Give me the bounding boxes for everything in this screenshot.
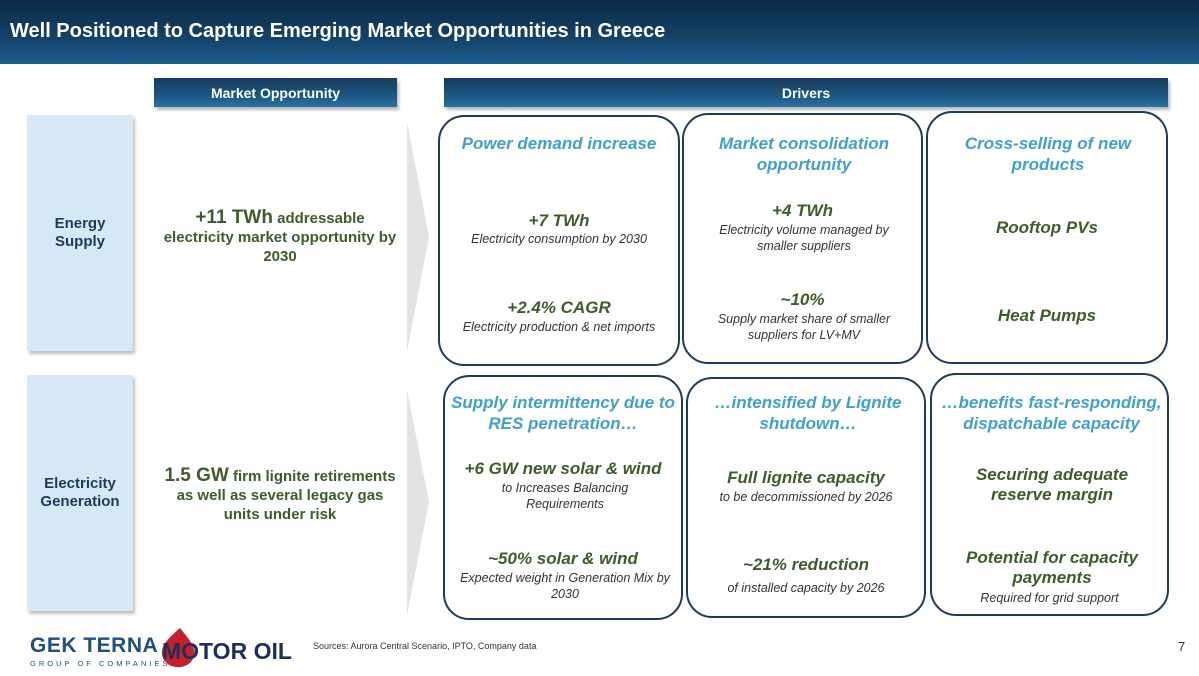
row-label-text: Electricity Generation xyxy=(40,475,120,510)
row-label-text: Energy Supply xyxy=(54,215,106,250)
gek-terna-logo-subtitle: GROUP OF COMPANIES xyxy=(30,659,171,668)
row-label-energy-supply: Energy Supply xyxy=(27,115,133,351)
driver-box-cross-selling: Cross-selling of new products Rooftop PV… xyxy=(926,111,1168,364)
driver-value: ~50% solar & wind xyxy=(488,549,638,568)
driver-value: +4 TWh xyxy=(772,201,833,220)
driver-desc: Required for grid support xyxy=(980,591,1119,605)
driver-value: +6 GW new solar & wind xyxy=(464,459,662,478)
driver-heading: Cross-selling of new products xyxy=(964,134,1132,174)
driver-desc: Electricity volume managed by smaller su… xyxy=(719,223,889,253)
driver-value: +7 TWh xyxy=(528,211,590,230)
page-title: Well Positioned to Capture Emerging Mark… xyxy=(10,20,666,42)
motor-oil-logo-text: MOTOR OIL xyxy=(162,638,292,664)
opportunity-text: addressable electricity market opportuni… xyxy=(163,210,397,265)
driver-box-market-consolidation: Market consolidation opportunity +4 TWh … xyxy=(682,113,923,364)
driver-desc: Supply market share of smaller suppliers… xyxy=(717,312,891,342)
driver-value: Rooftop PVs xyxy=(996,218,1098,237)
driver-value: Heat Pumps xyxy=(997,306,1097,325)
driver-desc: Electricity production & net imports xyxy=(462,320,656,334)
opportunity-text: firm lignite retirements as well as seve… xyxy=(176,468,396,523)
drivers-header: Drivers xyxy=(444,78,1168,107)
opportunity-electricity-generation: 1.5 GW firm lignite retirements as well … xyxy=(160,466,400,524)
motor-oil-logo: MOTOR OIL xyxy=(158,626,303,668)
driver-desc: Expected weight in Generation Mix by 203… xyxy=(460,571,670,601)
driver-box-dispatchable-capacity: …benefits fast-responding, dispatchable … xyxy=(930,373,1169,616)
driver-value: Full lignite capacity xyxy=(727,468,885,487)
driver-heading: Power demand increase xyxy=(461,134,657,153)
opportunity-highlight: 1.5 GW xyxy=(164,465,229,486)
row-label-electricity-generation: Electricity Generation xyxy=(27,375,133,611)
driver-box-lignite-shutdown: …intensified by Lignite shutdown… Full l… xyxy=(686,377,926,618)
flame-icon xyxy=(161,628,195,668)
driver-desc: to be decommissioned by 2026 xyxy=(719,490,893,504)
gek-terna-logo-text: GEK TERNA xyxy=(30,634,159,657)
driver-value: ~21% reduction xyxy=(742,555,870,574)
driver-box-power-demand: Power demand increase +7 TWh Electricity… xyxy=(438,115,680,366)
market-opportunity-header: Market Opportunity xyxy=(154,78,397,107)
driver-heading: Supply intermittency due to RES penetrat… xyxy=(451,393,675,433)
driver-value: +2.4% CAGR xyxy=(507,298,611,317)
sources-note: Sources: Aurora Central Scenario, IPTO, … xyxy=(313,641,537,651)
page-number: 7 xyxy=(1178,639,1186,654)
driver-value: Securing adequate reserve margin xyxy=(975,465,1129,504)
opportunity-highlight: +11 TWh xyxy=(195,207,273,228)
driver-heading: …benefits fast-responding, dispatchable … xyxy=(941,393,1162,433)
driver-value: ~10% xyxy=(780,290,825,309)
driver-desc: to Increases Balancing Requirements xyxy=(501,481,629,511)
driver-value: Potential for capacity payments xyxy=(966,548,1138,587)
chevron-arrow-icon xyxy=(407,390,429,615)
driver-heading: Market consolidation opportunity xyxy=(718,134,890,174)
opportunity-energy-supply: +11 TWh addressable electricity market o… xyxy=(160,208,400,266)
driver-desc: of installed capacity by 2026 xyxy=(727,581,885,595)
driver-heading: …intensified by Lignite shutdown… xyxy=(714,393,902,433)
gek-terna-logo: GEK TERNA GROUP OF COMPANIES xyxy=(30,634,170,668)
driver-box-supply-intermittency: Supply intermittency due to RES penetrat… xyxy=(443,375,683,620)
title-bar: Well Positioned to Capture Emerging Mark… xyxy=(0,0,1199,64)
chevron-arrow-icon xyxy=(407,122,429,352)
driver-desc: Electricity consumption by 2030 xyxy=(471,232,647,246)
